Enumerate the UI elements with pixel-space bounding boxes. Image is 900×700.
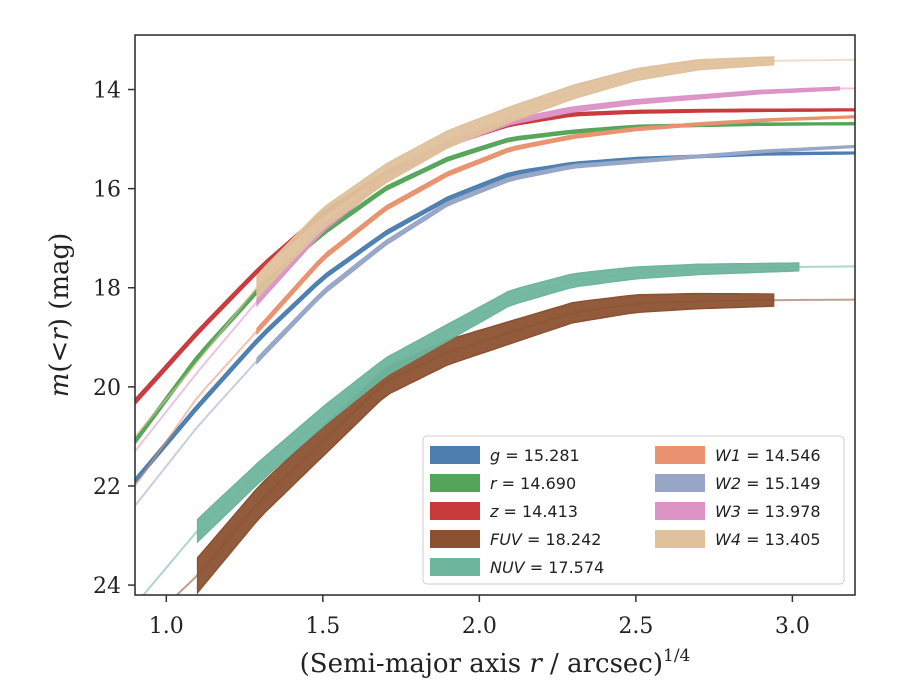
legend-swatch — [430, 446, 480, 464]
legend-entry-r: r = 14.690 — [430, 474, 576, 493]
legend-label: W4 = 13.405 — [715, 530, 821, 549]
legend-value: = 15.149 — [741, 474, 821, 493]
legend-band: W2 — [715, 474, 741, 493]
legend-band: r — [490, 474, 498, 493]
legend-value: = 17.574 — [525, 558, 605, 577]
legend-value: = 18.242 — [522, 530, 602, 549]
legend-swatch — [430, 474, 480, 492]
y-tick-label: 18 — [93, 277, 121, 302]
y-axis-label-lt: < — [45, 341, 75, 363]
legend-band: g — [490, 446, 500, 465]
legend-entry-fuv: FUV = 18.242 — [430, 530, 601, 549]
plot-frame — [134, 34, 856, 596]
series-g-band — [135, 151, 855, 485]
x-tick-label: 3.0 — [775, 614, 810, 639]
x-tick-label: 2.5 — [618, 614, 653, 639]
x-axis-label-superscript: 1/4 — [663, 646, 690, 666]
y-axis-label-r: r — [45, 327, 75, 341]
legend-swatch — [430, 530, 480, 548]
y-tick-label: 14 — [93, 79, 121, 104]
legend-label: r = 14.690 — [490, 474, 576, 493]
legend-band: W3 — [715, 502, 741, 521]
y-tick-label: 16 — [93, 178, 121, 203]
legend-swatch — [430, 502, 480, 520]
y-axis-ticks: 14 16 18 20 22 24 — [93, 79, 135, 599]
x-axis-label-prefix: (Semi-major axis — [300, 649, 530, 679]
x-axis-label-italic: r — [529, 649, 543, 679]
legend-swatch — [655, 530, 705, 548]
series-w4 — [135, 56, 855, 438]
legend-band: W1 — [715, 446, 741, 465]
legend-swatch — [655, 446, 705, 464]
legend-swatch — [430, 558, 480, 576]
legend-band: z — [489, 502, 499, 521]
y-axis-label-open: ( — [45, 362, 75, 372]
x-axis-label: (Semi-major axis r / arcsec)1/4 — [300, 646, 691, 679]
x-axis-ticks: 1.0 1.5 2.0 2.5 3.0 — [149, 595, 810, 639]
series-w2-band — [256, 144, 855, 365]
y-tick-label: 20 — [93, 376, 121, 401]
legend-entry-g: g = 15.281 — [430, 446, 580, 465]
series-nuv — [142, 262, 855, 595]
legend-entry-w2: W2 = 15.149 — [655, 474, 821, 493]
legend-entry-z: z = 14.413 — [430, 502, 578, 521]
series-r — [135, 122, 855, 446]
y-axis-label-m: m — [45, 373, 75, 398]
legend-entry-w3: W3 = 13.978 — [655, 502, 821, 521]
x-tick-label: 1.5 — [305, 614, 340, 639]
y-axis-label: m(<r) (mag) — [45, 233, 75, 398]
series-nuv-band — [196, 262, 800, 544]
y-tick-label: 24 — [93, 574, 121, 599]
legend-label: W3 = 13.978 — [715, 502, 821, 521]
legend-value: = 14.690 — [497, 474, 577, 493]
legend-band: W4 — [715, 530, 741, 549]
legend-label: NUV = 17.574 — [490, 558, 604, 577]
legend-value: = 13.978 — [741, 502, 821, 521]
legend-box — [422, 435, 845, 585]
series-w1 — [135, 115, 855, 487]
legend-label: FUV = 18.242 — [490, 530, 601, 549]
y-axis-label-suffix: ) (mag) — [45, 233, 75, 329]
legend-label: z = 14.413 — [489, 502, 578, 521]
series-r-band — [135, 122, 855, 446]
legend-entry-w1: W1 = 14.546 — [655, 446, 821, 465]
legend-label: W1 = 14.546 — [715, 446, 821, 465]
x-tick-label: 2.0 — [462, 614, 497, 639]
legend-label: g = 15.281 — [490, 446, 580, 465]
legend-band: FUV — [490, 530, 523, 549]
legend-entry-w4: W4 = 13.405 — [655, 530, 821, 549]
legend-swatch — [655, 474, 705, 492]
series-layer — [135, 56, 855, 595]
legend-value: = 14.546 — [741, 446, 821, 465]
series-w4-band — [256, 56, 775, 300]
y-tick-label: 22 — [93, 475, 121, 500]
x-tick-label: 1.0 — [149, 614, 184, 639]
legend-swatch — [655, 502, 705, 520]
legend-value: = 15.281 — [500, 446, 580, 465]
series-w2 — [135, 144, 855, 507]
legend-band: NUV — [490, 558, 526, 577]
legend-value: = 13.405 — [741, 530, 821, 549]
legend-entry-nuv: NUV = 17.574 — [430, 558, 604, 577]
legend-label: W2 = 15.149 — [715, 474, 821, 493]
x-axis-label-suffix: / arcsec) — [542, 649, 663, 679]
series-w1-band — [256, 115, 855, 336]
legend-value: = 14.413 — [498, 502, 578, 521]
